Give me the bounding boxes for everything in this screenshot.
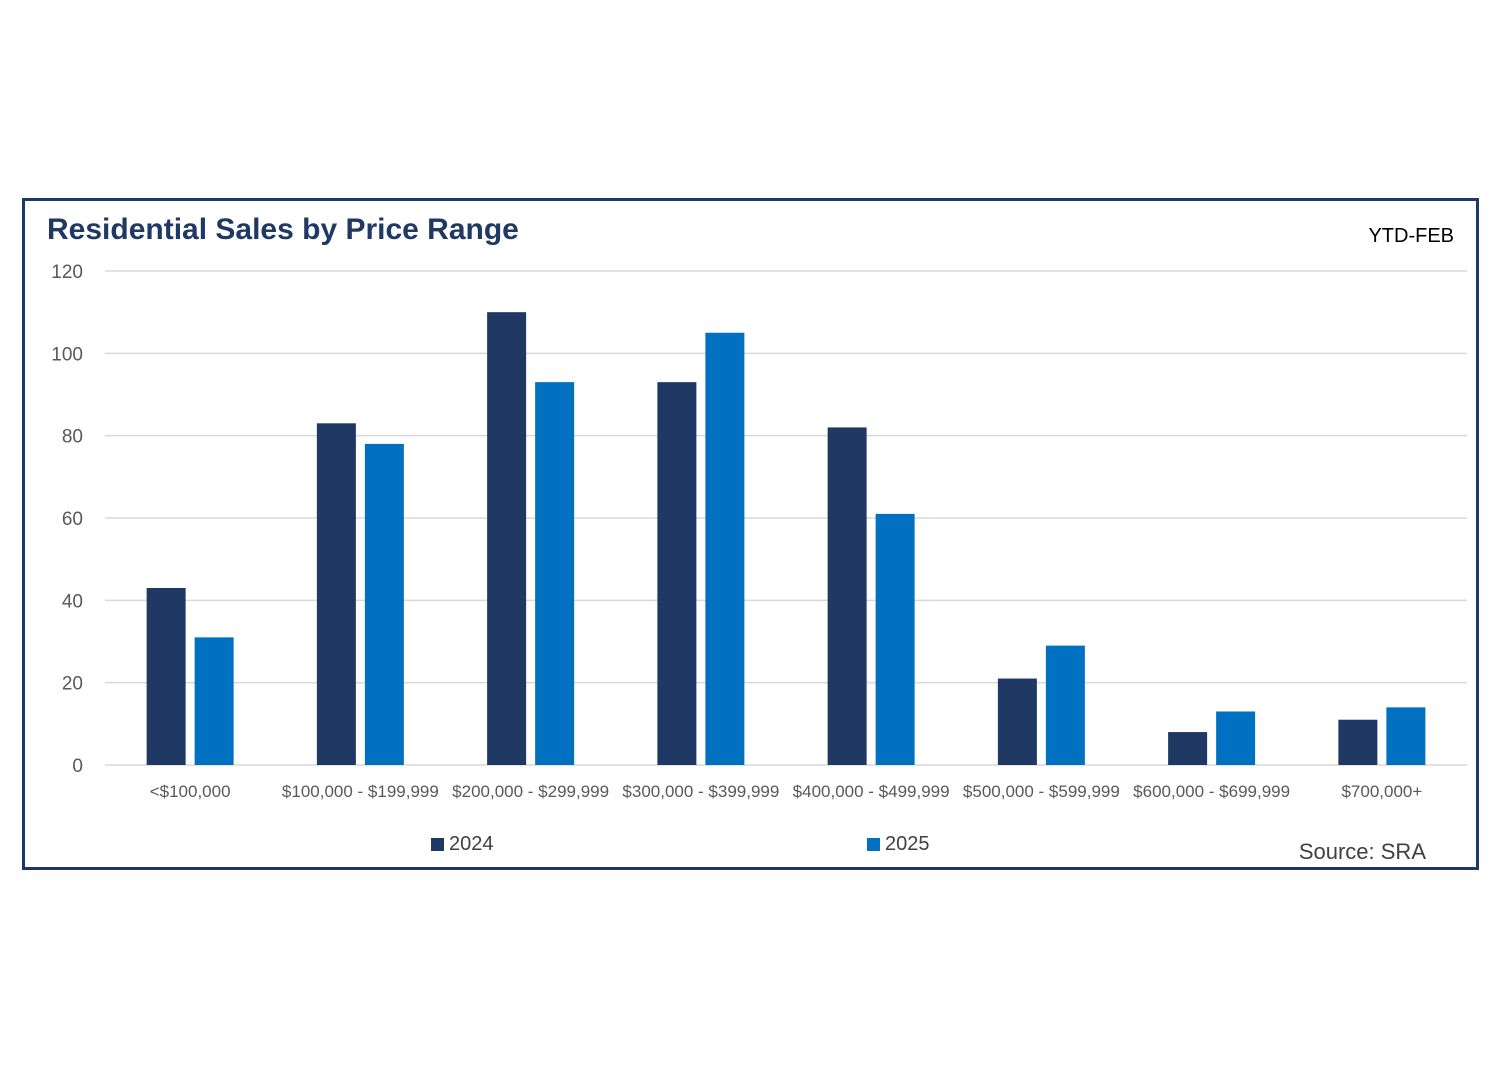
y-tick-label: 0 (72, 756, 83, 777)
bar-2025 (1045, 645, 1085, 765)
source-note: Source: SRA (1298, 839, 1426, 864)
bar-2024 (1168, 732, 1208, 765)
x-tick-label: $300,000 - $399,999 (622, 782, 779, 801)
legend-item-2024: 2024 (431, 833, 494, 856)
bar-2025 (1386, 707, 1426, 765)
legend-item-2025: 2025 (867, 833, 930, 856)
legend-label-2024: 2024 (449, 833, 494, 855)
x-tick-label: <$100,000 (150, 782, 231, 801)
x-tick-label: $200,000 - $299,999 (452, 782, 609, 801)
y-tick-label: 20 (62, 674, 83, 695)
legend-label-2025: 2025 (885, 833, 930, 855)
x-tick-label: $500,000 - $599,999 (963, 782, 1120, 801)
legend-swatch-2025 (867, 838, 880, 851)
y-tick-label: 100 (51, 344, 83, 365)
legend-swatch-2024 (431, 838, 444, 851)
chart-period-label: YTD-FEB (1368, 225, 1454, 247)
y-tick-label: 120 (51, 262, 83, 283)
bar-2024 (827, 427, 867, 765)
y-tick-label: 80 (62, 427, 83, 448)
bar-2024 (146, 587, 186, 765)
y-tick-label: 40 (62, 591, 83, 612)
bar-2024 (316, 423, 356, 765)
bar-2025 (535, 382, 575, 765)
bar-2025 (194, 637, 234, 765)
chart-title: Residential Sales by Price Range (47, 213, 519, 246)
x-tick-label: $600,000 - $699,999 (1133, 782, 1290, 801)
bar-2024 (657, 382, 697, 765)
x-tick-label: $400,000 - $499,999 (793, 782, 950, 801)
bar-2024 (997, 678, 1037, 765)
bar-2024 (1338, 719, 1378, 765)
x-tick-label: $100,000 - $199,999 (282, 782, 439, 801)
bar-2025 (705, 332, 745, 765)
bar-chart: 0 20 40 60 80 100 120 <$100,000 $100,000 - $199,… (51, 262, 1467, 801)
bar-2025 (364, 443, 404, 765)
bar-2025 (875, 513, 915, 765)
y-tick-label: 60 (62, 509, 83, 530)
bar-2024 (487, 312, 527, 765)
chart-frame: Residential Sales by Price Range YTD-FEB… (22, 198, 1479, 870)
bar-2025 (1216, 711, 1256, 765)
x-tick-label: $700,000+ (1341, 782, 1422, 801)
